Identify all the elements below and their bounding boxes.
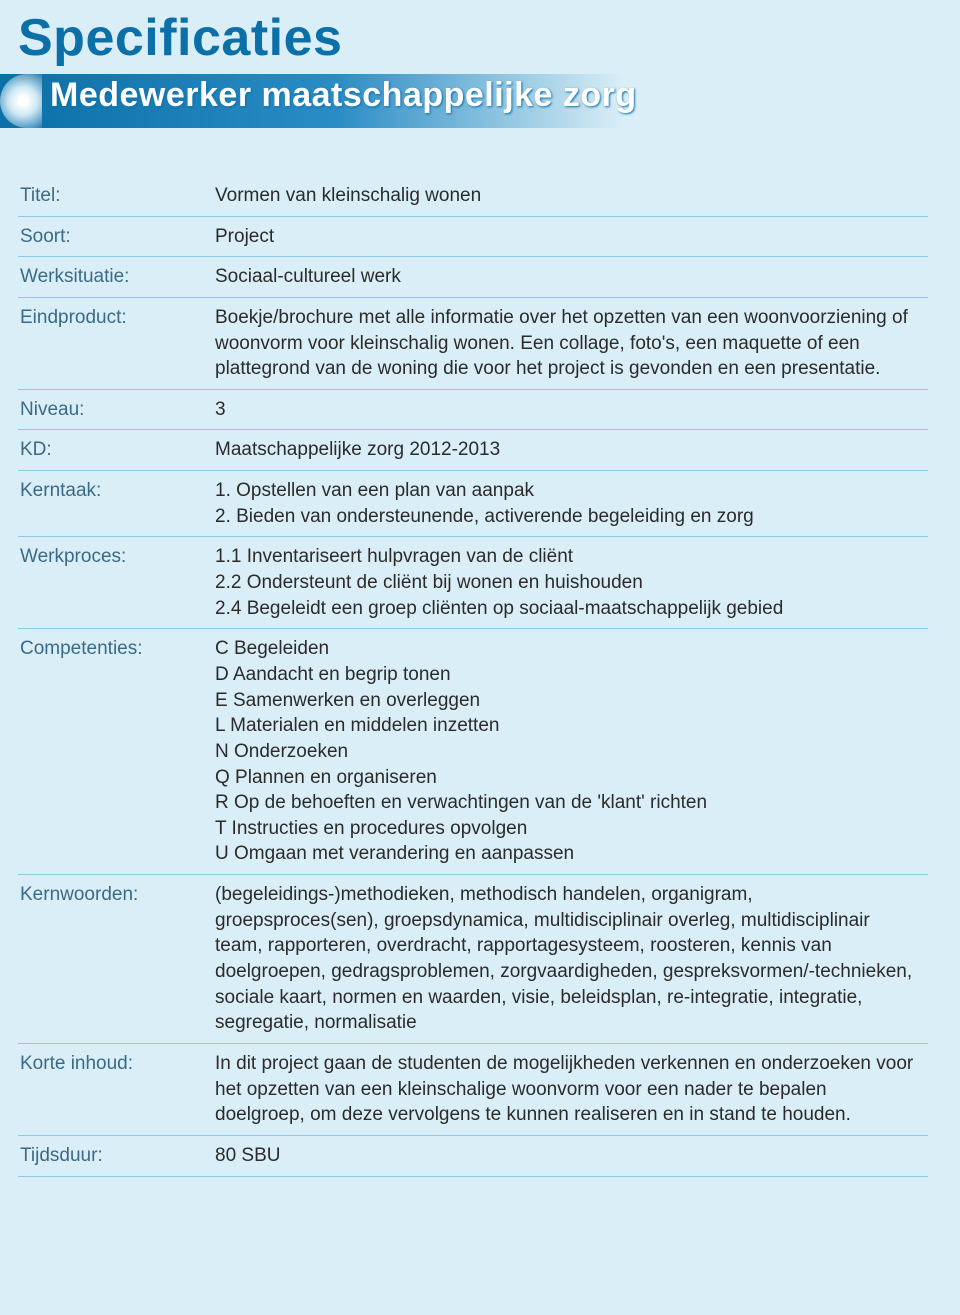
row-label-niveau: Niveau:	[18, 389, 213, 430]
list-item: 2. Bieden van ondersteunende, activerend…	[215, 504, 918, 530]
list-item: N Onderzoeken	[215, 739, 918, 765]
list-item: Q Plannen en organiseren	[215, 765, 918, 791]
list-item: 2.4 Begeleidt een groep cliënten op soci…	[215, 596, 918, 622]
row-label-kernwoorden: Kernwoorden:	[18, 875, 213, 1044]
specification-table: Titel: Vormen van kleinschalig wonen Soo…	[18, 176, 928, 1177]
table-row: Kernwoorden: (begeleidings-)methodieken,…	[18, 875, 928, 1044]
row-value-werksituatie: Sociaal-cultureel werk	[213, 257, 928, 298]
list-item: E Samenwerken en overleggen	[215, 688, 918, 714]
row-value-competenties: C Begeleiden D Aandacht en begrip tonen …	[213, 629, 928, 875]
row-value-eindproduct: Boekje/brochure met alle informatie over…	[213, 297, 928, 389]
list-item: U Omgaan met verandering en aanpassen	[215, 841, 918, 867]
row-label-titel: Titel:	[18, 176, 213, 216]
table-row: Werksituatie: Sociaal-cultureel werk	[18, 257, 928, 298]
row-value-kernwoorden: (begeleidings-)methodieken, methodisch h…	[213, 875, 928, 1044]
list-item: 2.2 Ondersteunt de cliënt bij wonen en h…	[215, 570, 918, 596]
table-row: Niveau: 3	[18, 389, 928, 430]
list-item: C Begeleiden	[215, 636, 918, 662]
table-row: Werkproces: 1.1 Inventariseert hulpvrage…	[18, 537, 928, 629]
kerntaak-list: 1. Opstellen van een plan van aanpak 2. …	[215, 478, 918, 529]
list-item: L Materialen en middelen inzetten	[215, 713, 918, 739]
table-row: Kerntaak: 1. Opstellen van een plan van …	[18, 471, 928, 537]
row-value-titel: Vormen van kleinschalig wonen	[213, 176, 928, 216]
row-value-soort: Project	[213, 216, 928, 257]
row-label-eindproduct: Eindproduct:	[18, 297, 213, 389]
row-value-korte-inhoud: In dit project gaan de studenten de moge…	[213, 1043, 928, 1135]
list-item: T Instructies en procedures opvolgen	[215, 816, 918, 842]
row-label-korte-inhoud: Korte inhoud:	[18, 1043, 213, 1135]
table-row: Eindproduct: Boekje/brochure met alle in…	[18, 297, 928, 389]
row-value-kd: Maatschappelijke zorg 2012-2013	[213, 430, 928, 471]
table-row: Titel: Vormen van kleinschalig wonen	[18, 176, 928, 216]
row-value-tijdsduur: 80 SBU	[213, 1135, 928, 1176]
header-bar-label: Medewerker maatschappelijke zorg	[50, 76, 637, 115]
row-label-competenties: Competenties:	[18, 629, 213, 875]
header-bar: Medewerker maatschappelijke zorg	[0, 74, 960, 128]
list-item: 1.1 Inventariseert hulpvragen van de cli…	[215, 544, 918, 570]
row-label-kd: KD:	[18, 430, 213, 471]
table-row: Competenties: C Begeleiden D Aandacht en…	[18, 629, 928, 875]
list-item: 1. Opstellen van een plan van aanpak	[215, 478, 918, 504]
table-row: Tijdsduur: 80 SBU	[18, 1135, 928, 1176]
competenties-list: C Begeleiden D Aandacht en begrip tonen …	[215, 636, 918, 867]
row-label-werkproces: Werkproces:	[18, 537, 213, 629]
row-label-werksituatie: Werksituatie:	[18, 257, 213, 298]
row-label-soort: Soort:	[18, 216, 213, 257]
page-title: Specificaties	[0, 0, 960, 74]
werkproces-list: 1.1 Inventariseert hulpvragen van de cli…	[215, 544, 918, 621]
row-value-kerntaak: 1. Opstellen van een plan van aanpak 2. …	[213, 471, 928, 537]
row-label-kerntaak: Kerntaak:	[18, 471, 213, 537]
table-row: Soort: Project	[18, 216, 928, 257]
row-value-niveau: 3	[213, 389, 928, 430]
table-row: KD: Maatschappelijke zorg 2012-2013	[18, 430, 928, 471]
list-item: D Aandacht en begrip tonen	[215, 662, 918, 688]
row-label-tijdsduur: Tijdsduur:	[18, 1135, 213, 1176]
list-item: R Op de behoeften en verwachtingen van d…	[215, 790, 918, 816]
table-row: Korte inhoud: In dit project gaan de stu…	[18, 1043, 928, 1135]
row-value-werkproces: 1.1 Inventariseert hulpvragen van de cli…	[213, 537, 928, 629]
